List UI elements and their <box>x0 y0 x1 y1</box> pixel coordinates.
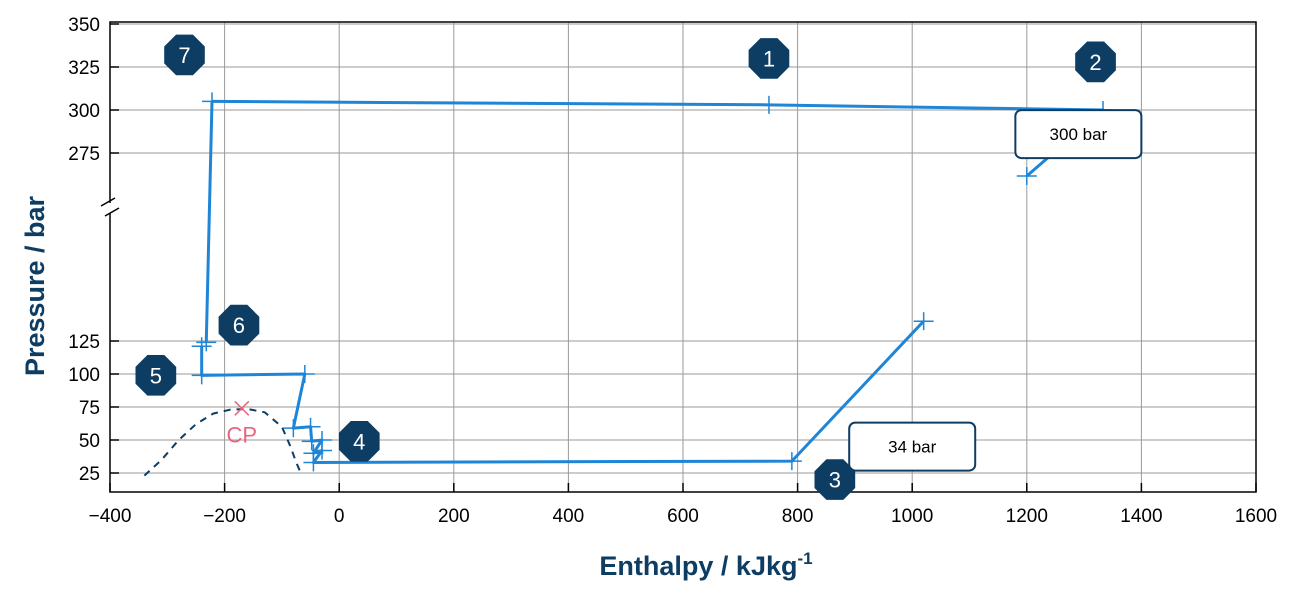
x-tick-label: 200 <box>438 506 470 527</box>
x-tick-label: 0 <box>334 506 345 527</box>
axis-break-mark <box>104 207 120 217</box>
x-tick-label: 400 <box>553 506 585 527</box>
state-marker <box>814 459 856 500</box>
y-tick-label: 50 <box>79 431 100 452</box>
state-marker <box>748 38 790 79</box>
critical-point-label: CP <box>227 422 258 447</box>
x-tick-label: 600 <box>667 506 699 527</box>
cycle-line <box>191 92 1114 472</box>
y-tick-label: 300 <box>68 101 100 122</box>
y-tick-label: 25 <box>79 464 100 485</box>
pressure-box <box>848 421 977 472</box>
cycle-segment <box>211 99 1105 178</box>
axis-titles: Enthalpy / kJkg-1 Pressure / bar <box>20 195 813 581</box>
state-marker-label: 6 <box>233 313 245 338</box>
pressure-box-label: 300 bar <box>1050 125 1108 144</box>
state-marker-label: 4 <box>353 429 365 454</box>
y-tick-label: 100 <box>68 365 100 386</box>
axis-break-gap <box>102 203 118 213</box>
plot-frame <box>109 21 1257 493</box>
axis-break-mark <box>100 197 116 207</box>
state-marker <box>218 304 260 346</box>
state-marker <box>164 34 205 76</box>
state-marker <box>338 421 380 462</box>
x-tick-label: −200 <box>203 506 246 527</box>
annotations: CP 300 bar 34 bar 1 2 3 4 5 6 7 <box>135 34 1143 500</box>
pressure-box <box>1014 109 1143 160</box>
x-axis-title: Enthalpy / kJkg-1 <box>599 549 812 581</box>
state-marker-label: 1 <box>763 46 775 71</box>
x-tick-label: 800 <box>782 506 814 527</box>
state-marker <box>1075 41 1116 83</box>
critical-point-marker <box>234 400 250 416</box>
x-tick-label: 1200 <box>1006 506 1048 527</box>
saturation-dome <box>143 407 302 477</box>
grid <box>110 22 1256 492</box>
y-axis-title: Pressure / bar <box>20 195 50 376</box>
y-tick-label: 325 <box>68 58 100 79</box>
state-marker-label: 2 <box>1089 50 1101 75</box>
y-tick-label: 275 <box>68 144 100 165</box>
state-marker-label: 7 <box>178 43 190 68</box>
cycle-segment <box>204 101 214 343</box>
x-tick-label: 1400 <box>1120 506 1162 527</box>
axes: −400 −200 0 200 400 600 800 1000 1200 1400 1600255… <box>68 15 1277 527</box>
y-tick-label: 125 <box>68 332 100 353</box>
x-tick-label: 1600 <box>1235 506 1277 527</box>
state-marker-label: 3 <box>829 468 841 493</box>
x-tick-label: 1000 <box>891 506 933 527</box>
state-marker <box>135 355 177 396</box>
pressure-box-label: 34 bar <box>888 438 937 457</box>
y-tick-label: 75 <box>79 398 100 419</box>
x-axis-title-superscript: -1 <box>797 549 812 568</box>
x-tick-label: −400 <box>89 506 132 527</box>
state-marker-label: 5 <box>150 363 162 388</box>
saturation-dome-curve <box>143 407 302 477</box>
y-tick-label: 350 <box>68 15 100 36</box>
